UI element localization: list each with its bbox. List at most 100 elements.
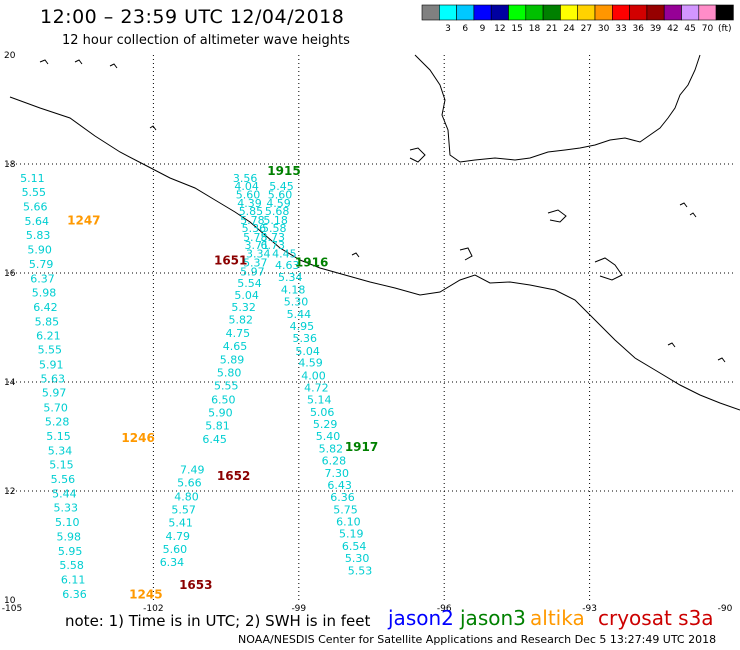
pass-time-label: 1247: [67, 213, 100, 227]
mexico-pacific-coastline: [9, 96, 740, 411]
wave-height-value: 5.30: [284, 296, 309, 309]
wave-height-value: 5.82: [319, 442, 344, 455]
longitude-tick-label: -90: [718, 604, 733, 614]
pass-time-label: 1245: [129, 587, 162, 601]
wave-height-value: 5.95: [58, 545, 83, 558]
credit-line: NOAA/NESDIS Center for Satellite Applica…: [238, 633, 717, 646]
wave-height-value: 5.28: [45, 416, 70, 429]
wave-height-value: 5.78: [240, 214, 265, 227]
wave-height-value: 5.98: [56, 531, 81, 544]
colorbar-tick-label: 3: [445, 24, 451, 34]
wave-height-value: 5.68: [265, 205, 290, 218]
wave-height-value: 5.32: [231, 301, 256, 314]
wave-height-value: 5.64: [24, 215, 49, 228]
colorbar-tick-label: 24: [563, 24, 575, 34]
colorbar-tick-label: 12: [494, 24, 505, 34]
coastline: [9, 54, 740, 411]
wave-height-value: 5.81: [205, 419, 230, 432]
latitude-tick-label: 20: [4, 51, 16, 61]
colorbar-swatch: [490, 4, 509, 21]
coastline-mark: [717, 357, 726, 363]
longitude-tick-label: -102: [143, 604, 163, 614]
coastline-mark: [409, 147, 426, 163]
graticule: [8, 55, 735, 600]
wave-height-value: 3.56: [233, 172, 257, 185]
pass-time-label: 1652: [217, 469, 250, 483]
colorbar-tick-label: 18: [529, 24, 541, 34]
colorbar-tick-label: 39: [650, 24, 662, 34]
pass-time-label: 1246: [121, 431, 154, 445]
wave-height-value: 5.97: [240, 266, 265, 279]
pass-time-label: 1651: [214, 253, 247, 267]
wave-height-value: 6.37: [30, 272, 55, 285]
wave-height-value: 6.43: [327, 479, 352, 492]
wave-height-value: 5.90: [208, 406, 233, 419]
pass-time-label: 1917: [345, 440, 378, 454]
wave-height-value: 5.10: [55, 516, 80, 529]
wave-height-value: 4.79: [166, 530, 191, 543]
wave-height-value: 5.66: [23, 200, 48, 213]
legend-jason3: jason3: [460, 606, 526, 630]
wave-height-value: 5.33: [54, 502, 79, 515]
colorbar-swatch: [715, 4, 734, 21]
colorbar-swatch: [456, 4, 475, 21]
colorbar-tick-label: 42: [667, 24, 678, 34]
colorbar-tick-label: 27: [581, 24, 592, 34]
wave-height-value: 6.73: [261, 239, 286, 252]
coastline-mark: [547, 209, 567, 223]
colorbar-tick-label: 9: [480, 24, 486, 34]
colorbar-swatch: [594, 4, 613, 21]
colorbar-tick-label: 30: [598, 24, 610, 34]
colorbar-swatch: [611, 4, 630, 21]
wave-height-value: 5.36: [292, 332, 317, 345]
coastline-mark: [39, 59, 49, 65]
wave-height-value: 4.95: [290, 320, 315, 333]
latitude-tick-label: 10: [4, 596, 16, 606]
pass-time-label: 1916: [295, 255, 328, 269]
colorbar-swatch: [525, 4, 544, 21]
wave-height-value: 5.54: [237, 277, 261, 290]
altimeter-tracks: 5.115.555.665.645.835.905.796.375.986.42…: [20, 172, 372, 601]
wave-height-value: 4.65: [223, 340, 248, 353]
page-subtitle: 12 hour collection of altimeter wave hei…: [62, 33, 350, 48]
legend-jason2: jason2: [388, 606, 454, 630]
wave-height-value: 5.15: [46, 430, 71, 443]
colorbar-swatch: [629, 4, 648, 21]
coastline-mark: [351, 252, 360, 258]
wave-height-value: 5.18: [263, 214, 288, 227]
coastline-mark: [109, 63, 118, 69]
wave-height-value: 5.55: [22, 186, 47, 199]
wave-height-value: 5.34: [278, 271, 303, 284]
colorbar: 3 6 9 12 15 18 21 24 27 30 33 36 39 42 45 70 (ft): [421, 4, 734, 34]
legend-altika: altika: [530, 606, 585, 630]
map-axes: -105 -102 -99 -96 -93 -90 20 18 16 14 12 10: [2, 51, 733, 614]
wave-height-value: 5.55: [38, 344, 63, 357]
coastline-mark: [594, 257, 623, 281]
colorbar-tick-label: 6: [462, 24, 468, 34]
wave-height-value: 5.60: [268, 188, 293, 201]
colorbar-swatch: [646, 4, 665, 21]
wave-height-value: 5.63: [40, 373, 65, 386]
coastline-mark: [689, 212, 697, 218]
wave-height-value: 3.34: [246, 248, 270, 261]
coastline-mark: [74, 59, 83, 65]
wave-height-value: 5.11: [20, 172, 45, 185]
colorbar-swatch: [508, 4, 527, 21]
wave-height-value: 5.75: [333, 503, 358, 516]
wave-height-value: 6.21: [36, 329, 61, 342]
colorbar-tick-label: 15: [511, 24, 522, 34]
wave-height-value: 6.54: [342, 540, 367, 553]
wave-height-value: 4.59: [298, 357, 323, 370]
latitude-tick-label: 12: [4, 487, 15, 497]
wave-height-value: 5.58: [59, 559, 83, 572]
wave-height-value: 5.82: [229, 314, 254, 327]
latitude-tick-label: 16: [4, 269, 16, 279]
wave-height-value: 6.34: [160, 556, 185, 569]
wave-height-value: 5.44: [287, 308, 312, 321]
wave-height-value: 7.30: [324, 467, 349, 480]
wave-height-value: 6.36: [62, 588, 87, 601]
colorbar-swatch: [663, 4, 682, 21]
wave-height-value: 4.04: [234, 180, 259, 193]
wave-height-value: 6.42: [33, 301, 58, 314]
wave-height-value: 3.71: [245, 239, 270, 252]
